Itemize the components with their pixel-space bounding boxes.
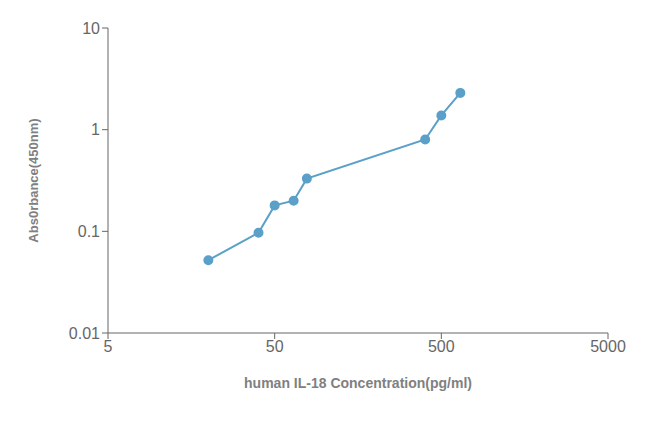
svg-text:0.1: 0.1: [78, 223, 100, 240]
svg-text:human IL-18 Concentration(pg/m: human IL-18 Concentration(pg/ml): [244, 375, 472, 391]
svg-text:5: 5: [104, 338, 113, 355]
svg-text:0.01: 0.01: [69, 325, 100, 342]
svg-text:Abs0rbance(450nm): Abs0rbance(450nm): [26, 118, 41, 242]
svg-text:50: 50: [266, 338, 284, 355]
svg-text:500: 500: [428, 338, 455, 355]
svg-text:5000: 5000: [590, 338, 626, 355]
svg-text:1: 1: [91, 121, 100, 138]
svg-text:10: 10: [82, 20, 100, 37]
